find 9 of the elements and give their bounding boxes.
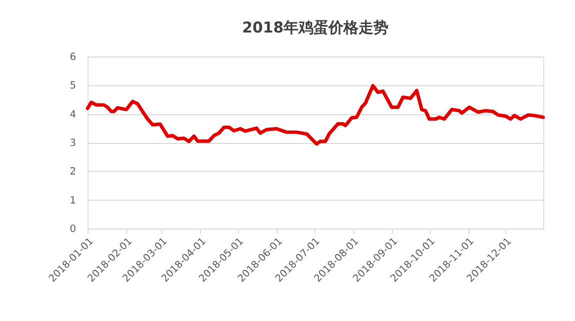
line-series <box>86 84 545 146</box>
chart-title: 2018年鸡蛋价格走势 <box>242 18 389 37</box>
y-tick-label: 2 <box>70 166 76 178</box>
y-tick-label: 6 <box>70 52 76 63</box>
y-tick-label: 4 <box>70 109 76 120</box>
y-tick-label: 0 <box>70 224 76 236</box>
y-tick-label: 5 <box>70 80 76 92</box>
y-tick-label: 1 <box>70 195 76 206</box>
y-tick-label: 3 <box>70 138 76 149</box>
